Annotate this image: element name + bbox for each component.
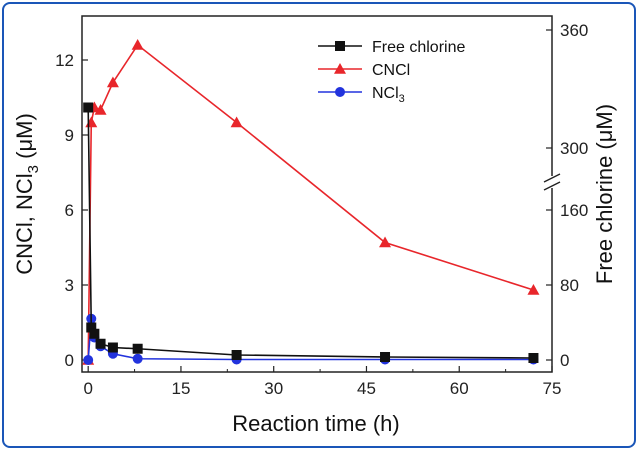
x-axis-label: Reaction time (h) <box>232 411 400 436</box>
right-axis-break <box>543 173 561 191</box>
left-y-tick-label: 0 <box>65 351 74 370</box>
left-y-axis-label-subscript: 3 <box>25 165 42 173</box>
legend-marker <box>334 63 346 74</box>
right-y-axis-label: Free chlorine (μM) <box>592 104 617 284</box>
legend-label: Free chlorine <box>372 39 465 56</box>
data-point-free-chlorine <box>380 352 391 362</box>
legend-item-free-chlorine: Free chlorine <box>318 39 465 56</box>
x-tick-label: 15 <box>171 379 190 398</box>
data-point-cncl <box>131 39 144 50</box>
break-slash <box>543 173 561 183</box>
legend-item-cncl: CNCl <box>318 62 410 79</box>
legend-marker <box>335 87 345 97</box>
left-y-tick-label: 9 <box>65 126 74 145</box>
right-y-tick-label: 300 <box>560 139 588 158</box>
data-point-free-chlorine <box>132 343 143 354</box>
right-y-axis: 0 80 160 300 360 <box>546 21 588 370</box>
data-point-free-chlorine <box>107 342 118 353</box>
left-y-axis-label-unit: (μM) <box>12 113 37 165</box>
data-point-cncl <box>94 104 107 115</box>
right-y-tick-label: 0 <box>560 351 569 370</box>
x-tick-label: 0 <box>83 379 92 398</box>
x-tick-label: 75 <box>543 379 562 398</box>
legend-label: NCl3 <box>372 85 405 105</box>
left-y-tick-label: 6 <box>65 201 74 220</box>
data-point-free-chlorine <box>231 350 242 360</box>
series-layer <box>82 39 540 365</box>
series-free-chlorine <box>83 102 539 363</box>
chart-frame <box>2 2 636 448</box>
data-point-free-chlorine <box>83 102 94 113</box>
right-y-tick-label: 160 <box>560 201 588 220</box>
legend-item-ncl: NCl3 <box>318 85 405 105</box>
data-point-cncl <box>85 116 98 128</box>
x-tick-label: 45 <box>357 379 376 398</box>
right-y-tick-label: 360 <box>560 21 588 40</box>
data-point-free-chlorine <box>528 353 539 363</box>
break-slash <box>543 181 561 191</box>
data-point-free-chlorine <box>95 338 106 349</box>
series-cncl <box>82 39 540 365</box>
data-point-free-chlorine <box>89 328 100 339</box>
data-point-free-chlorine <box>86 322 97 333</box>
right-y-tick-label: 80 <box>560 276 579 295</box>
data-point-cncl <box>379 236 392 248</box>
data-point-ncl <box>132 353 143 364</box>
x-axis: 0 15 30 45 60 75 <box>83 366 561 398</box>
legend-label: CNCl <box>372 62 410 79</box>
series-line-cncl <box>87 43 534 361</box>
legend: Free chlorine CNCl NCl3 <box>318 39 465 105</box>
data-point-cncl <box>527 284 540 295</box>
left-y-tick-label: 3 <box>65 276 74 295</box>
left-y-tick-label: 12 <box>55 51 74 70</box>
x-tick-label: 30 <box>264 379 283 398</box>
left-y-axis: 0 3 6 9 12 <box>55 51 88 370</box>
data-point-cncl <box>106 76 119 88</box>
legend-marker <box>335 41 345 51</box>
plot-area <box>81 15 553 373</box>
data-point-ncl <box>83 355 94 365</box>
series-line-free-chlorine <box>87 107 534 359</box>
left-y-axis-label: CNCl, NCl3 (μM) <box>12 113 42 275</box>
x-tick-label: 60 <box>450 379 469 398</box>
break-gap <box>549 176 555 188</box>
left-y-axis-label-main: CNCl, NCl <box>12 173 37 274</box>
series-line-ncl <box>87 318 534 361</box>
data-point-cncl <box>230 116 243 128</box>
